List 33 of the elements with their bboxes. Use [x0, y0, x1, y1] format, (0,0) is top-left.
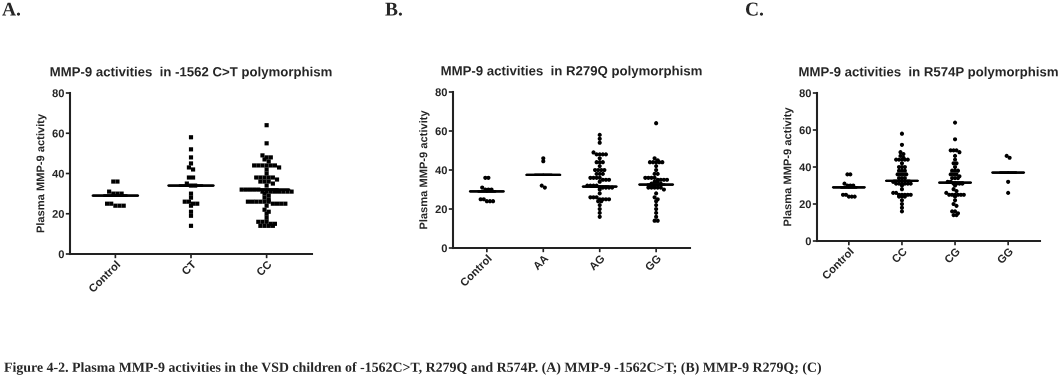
x-tick-label: CT — [181, 259, 197, 276]
x-tick-label: GG — [996, 247, 1014, 265]
y-axis-title: Plasma MMP-9 activity — [36, 113, 47, 233]
y-tick-label: 0 — [441, 244, 447, 253]
caption: Figure 4-2. Plasma MMP-9 activities in the VSD children of -1562C>T, R279Q and R574P. (A) MMP-9 -1562C>T; (B) MMP-9 R279Q; (C) — [4, 362, 821, 375]
y-tick-label: 20 — [799, 200, 811, 209]
y-axis-title: Plasma MMP-9 activity — [783, 107, 794, 226]
y-tick-label: 60 — [435, 127, 447, 136]
x-tick-label: CG — [943, 247, 961, 264]
text: A. — [2, 2, 21, 16]
chart-title: MMP-9 activities in R279Q polymorphism — [441, 65, 702, 79]
chart-title: MMP-9 activities in R574P polymorphism — [799, 66, 1058, 80]
x-tick-label: AA — [532, 254, 549, 271]
x-tick-label: CC — [891, 246, 908, 264]
x-tick-label: GG — [644, 254, 662, 272]
y-tick-label: 60 — [52, 129, 64, 138]
text: C. — [745, 2, 764, 16]
y-axis-title: Plasma MMP-9 activity — [419, 110, 430, 229]
y-tick-label: 40 — [435, 166, 447, 175]
y-tick-label: 80 — [435, 88, 447, 97]
y-tick-label: 60 — [799, 126, 811, 135]
y-tick-label: 20 — [435, 205, 447, 214]
chart-title: MMP-9 activities in -1562 C>T polymorphism — [50, 66, 332, 80]
y-tick-label: 80 — [52, 89, 64, 98]
y-tick-label: 20 — [52, 210, 64, 218]
y-tick-label: 80 — [799, 89, 811, 98]
y-tick-label: 40 — [799, 163, 811, 172]
y-tick-label: 0 — [58, 250, 64, 259]
x-tick-label: CC — [255, 259, 273, 277]
y-tick-label: 40 — [52, 169, 64, 178]
text: B. — [385, 2, 402, 16]
y-tick-label: 0 — [805, 237, 811, 246]
x-tick-label: AG — [588, 254, 605, 271]
